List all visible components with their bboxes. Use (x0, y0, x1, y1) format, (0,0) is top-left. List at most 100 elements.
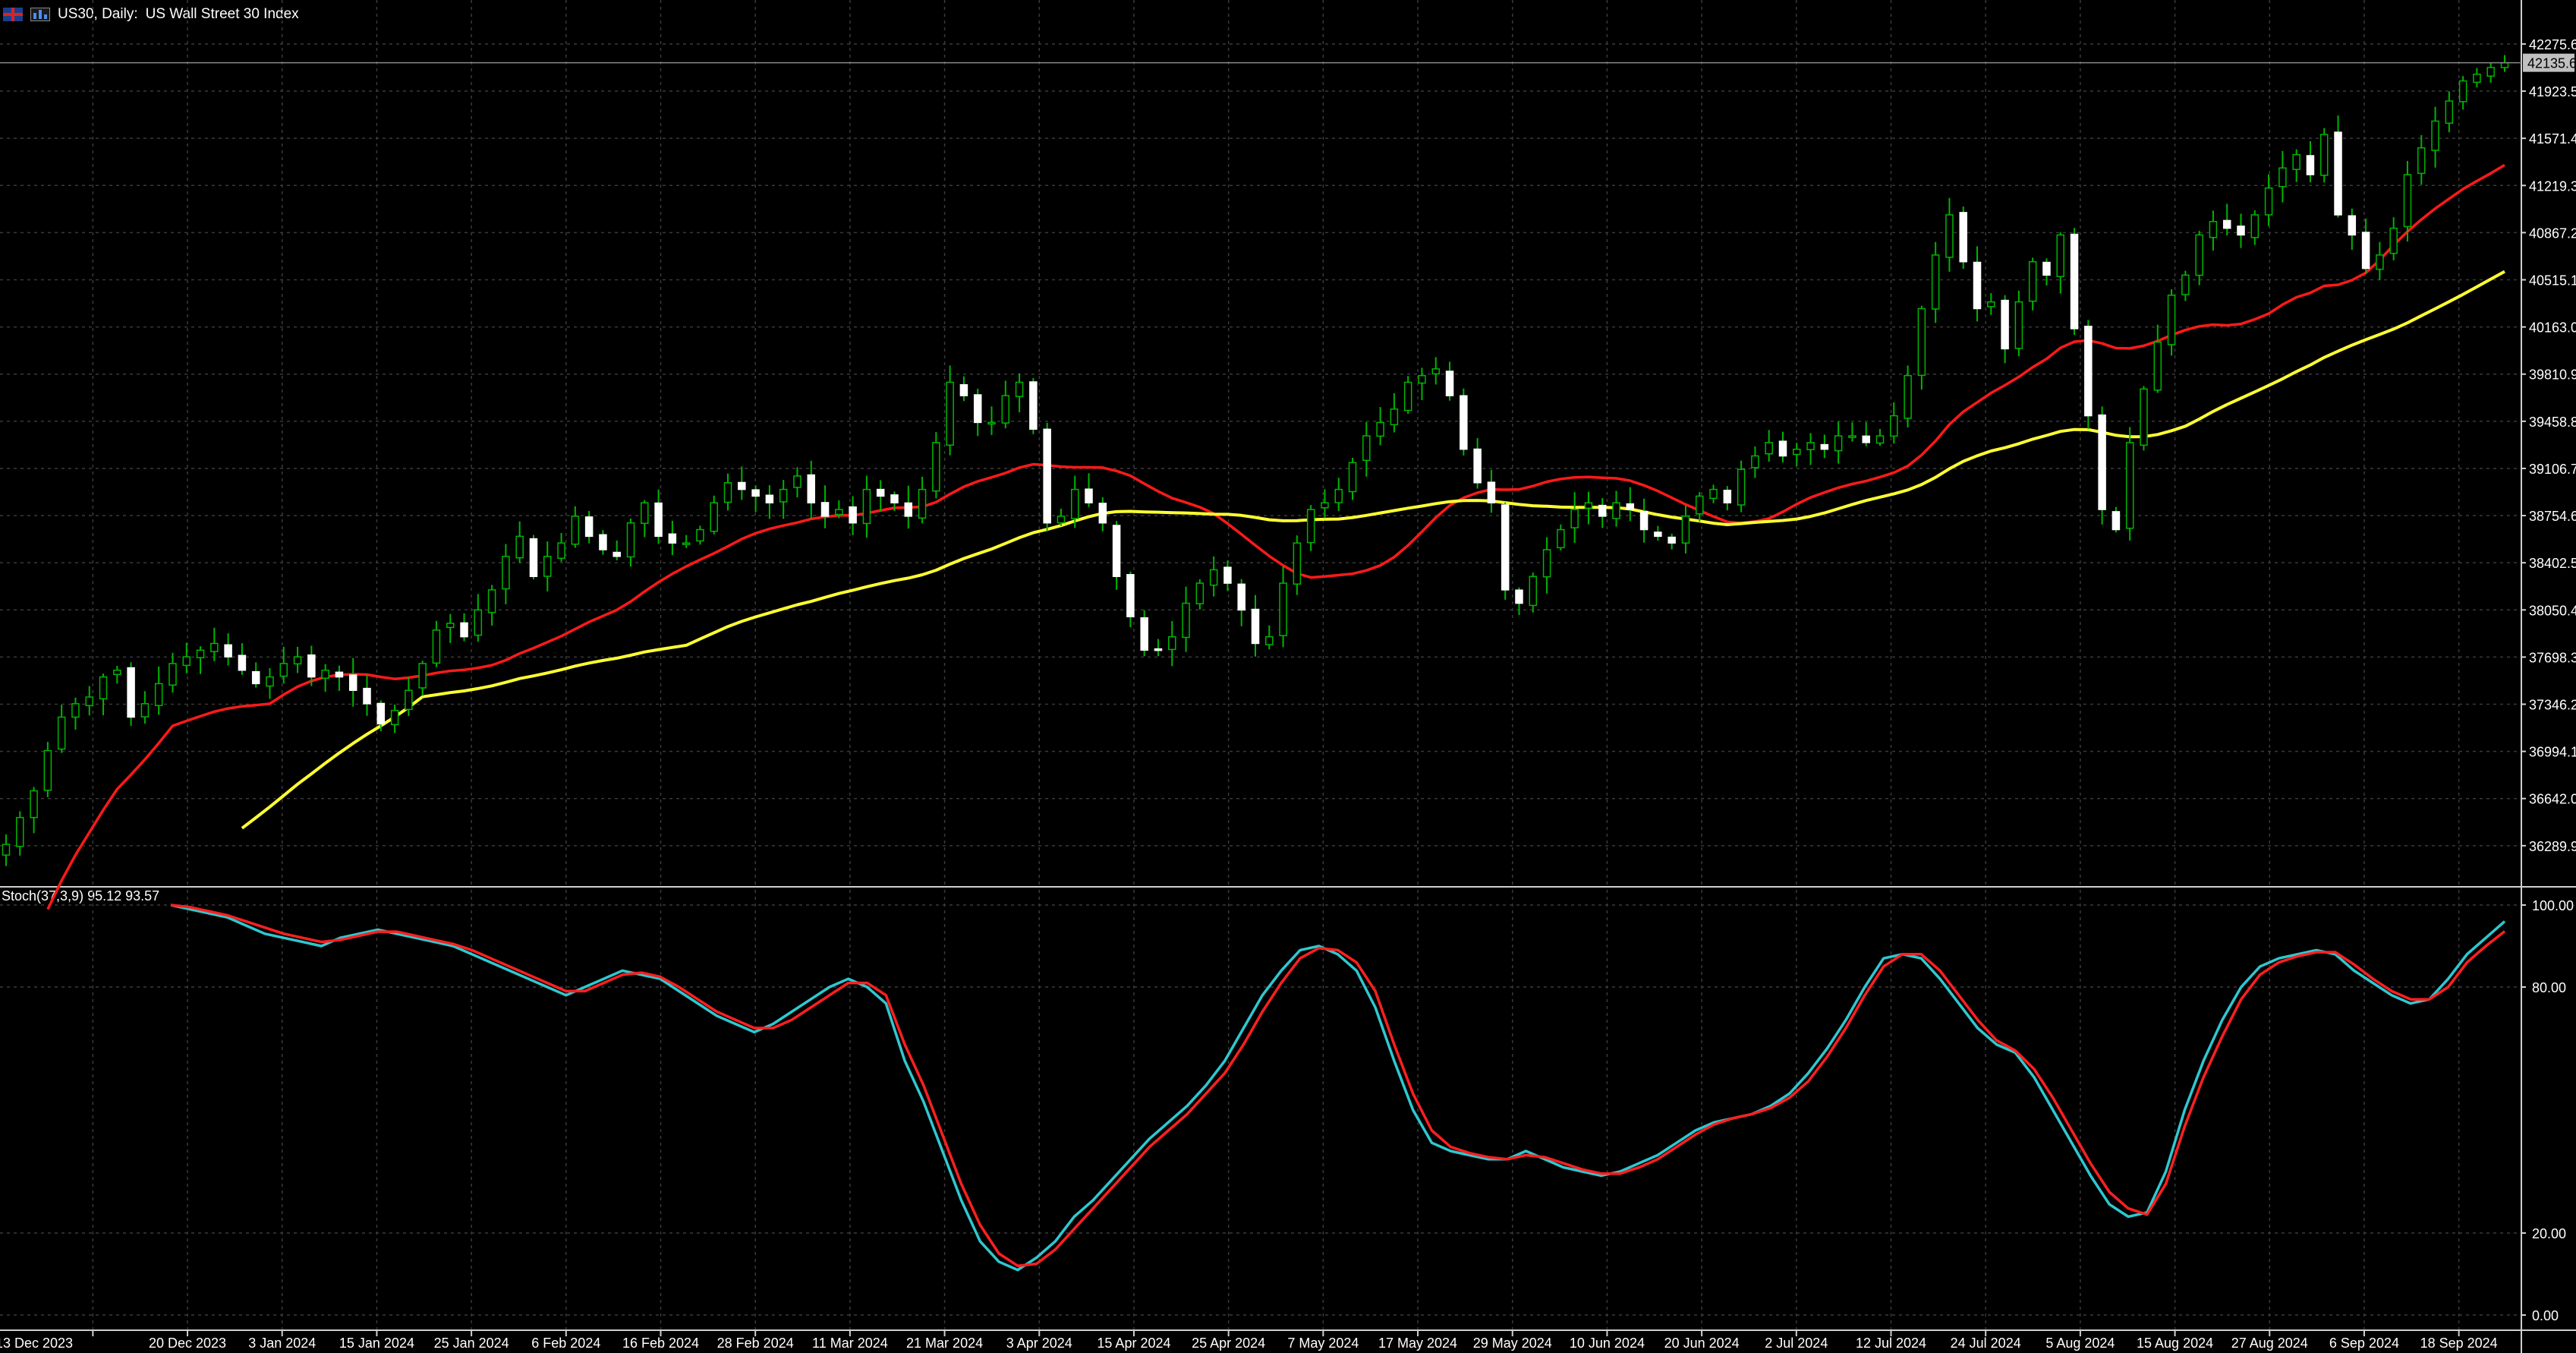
candle (2458, 80, 2467, 102)
candle (1029, 381, 1038, 430)
candle (1418, 374, 1426, 384)
candle (668, 533, 677, 544)
candle (2181, 274, 2190, 295)
current-price-tag (2523, 53, 2574, 72)
candle (1431, 368, 1441, 375)
candle (376, 702, 386, 725)
time-tick-label: 7 May 2024 (1287, 1336, 1359, 1351)
candle (1959, 212, 1967, 263)
candle (2070, 233, 2079, 330)
candle (1875, 435, 1885, 444)
candle (973, 394, 982, 424)
candle (1709, 488, 1718, 500)
candle (1112, 525, 1121, 578)
candle (1737, 468, 1746, 506)
candle (1445, 371, 1454, 396)
candle (1168, 636, 1176, 651)
candle (1681, 516, 1690, 544)
candle (862, 488, 871, 525)
candle (1570, 509, 1579, 528)
candle (876, 488, 885, 497)
candle (1917, 308, 1926, 377)
chart-type-icon[interactable] (30, 8, 50, 21)
candle (1820, 443, 1829, 450)
price-tick-label: 38050.4 (2529, 603, 2576, 618)
candle (515, 535, 524, 559)
chart-header: US30, Daily: US Wall Street 30 Index (3, 2, 299, 27)
moving-averages (46, 163, 2505, 910)
candle (57, 716, 66, 750)
candle (1265, 636, 1274, 645)
candle (1390, 408, 1399, 426)
us-flag-icon (3, 8, 23, 21)
candle (2376, 254, 2384, 270)
price-tick-label: 38754.6 (2529, 509, 2576, 524)
candle (2014, 301, 2023, 349)
candle (2237, 226, 2245, 236)
candle (1306, 509, 1315, 544)
candle (1070, 488, 1079, 519)
candle (2, 844, 11, 856)
time-tick-label: 21 Mar 2024 (906, 1336, 983, 1351)
candle (1140, 617, 1148, 651)
candle (348, 674, 357, 691)
candle (2500, 62, 2509, 68)
time-tick-label: 2 Jul 2024 (1765, 1336, 1828, 1351)
candle (2167, 295, 2176, 345)
stochastic-oscillator (170, 904, 2506, 1272)
candle (2389, 227, 2398, 254)
candle (1362, 435, 1371, 462)
candle (154, 683, 163, 706)
candle (2264, 187, 2273, 216)
candle (1085, 488, 1093, 503)
price-tick-label: 36994.1 (2529, 745, 2576, 760)
candle (1987, 301, 1995, 308)
candle (696, 528, 704, 542)
candle (2292, 153, 2300, 170)
candle (2098, 414, 2106, 510)
time-tick-label: 11 Mar 2024 (812, 1336, 888, 1351)
candle (335, 671, 344, 678)
candle (432, 629, 441, 664)
candle (418, 663, 427, 689)
candle (2195, 234, 2203, 276)
candle (1584, 502, 1593, 509)
candle (932, 442, 940, 492)
candle (1806, 442, 1815, 450)
candle (1473, 448, 1482, 484)
candle (2473, 73, 2481, 84)
candle (238, 654, 247, 671)
candle (279, 663, 288, 677)
time-tick-label: 13 Dec 2023 (0, 1336, 73, 1351)
candle (820, 502, 830, 517)
time-tick-label: 12 Jul 2024 (1856, 1336, 1926, 1351)
candle (1612, 502, 1620, 519)
candle (1487, 481, 1496, 503)
candle (1931, 254, 1940, 310)
time-tick-label: 25 Apr 2024 (1192, 1336, 1265, 1351)
candle (405, 689, 413, 711)
candle (1639, 510, 1649, 531)
price-tick-label: 38402.5 (2529, 556, 2576, 571)
candle (599, 534, 607, 550)
symbol-label: US30, Daily: (58, 6, 138, 22)
candle (460, 622, 468, 638)
candle (2486, 67, 2495, 77)
candle (2153, 341, 2162, 391)
candle (529, 538, 538, 578)
stoch-tick-label: 20.00 (2532, 1226, 2566, 1241)
time-tick-label: 16 Feb 2024 (622, 1336, 699, 1351)
fast-ma-line (46, 163, 2505, 910)
candle (363, 687, 371, 705)
candle (654, 502, 663, 538)
candle (2445, 100, 2454, 124)
candle (2431, 120, 2439, 151)
candle (765, 494, 774, 503)
candle (2056, 234, 2065, 277)
price-tick-label: 37698.3 (2529, 650, 2576, 665)
candle (1973, 261, 1982, 310)
candle (1834, 435, 1843, 452)
stoch-signal-line (170, 904, 2506, 1267)
